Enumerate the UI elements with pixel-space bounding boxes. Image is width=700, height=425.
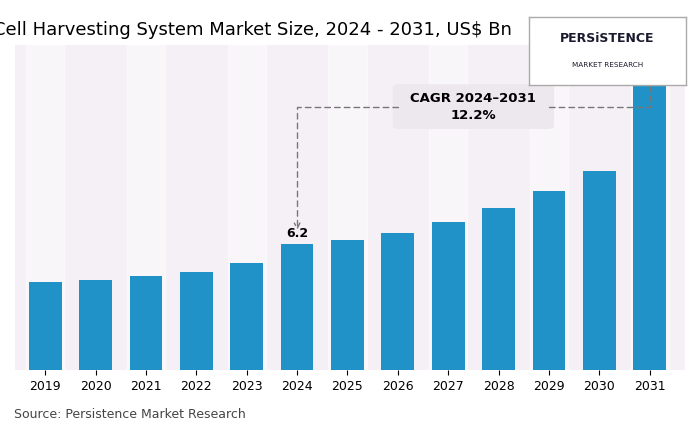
Bar xyxy=(26,45,64,370)
Bar xyxy=(228,45,266,370)
Text: 6.2: 6.2 xyxy=(286,227,308,240)
FancyBboxPatch shape xyxy=(393,84,554,129)
Text: Cell Harvesting System Market Size, 2024 - 2031, US$ Bn: Cell Harvesting System Market Size, 2024… xyxy=(0,21,512,39)
Bar xyxy=(530,45,568,370)
Bar xyxy=(533,191,566,370)
Text: 12.2%: 12.2% xyxy=(451,109,496,122)
Bar xyxy=(634,79,666,370)
Bar xyxy=(328,45,367,370)
Bar xyxy=(631,45,669,370)
Bar xyxy=(583,171,616,370)
Text: Source: Persistence Market Research: Source: Persistence Market Research xyxy=(14,408,246,421)
Bar xyxy=(382,233,414,370)
Text: 14.3: 14.3 xyxy=(634,62,665,75)
Text: MARKET RESEARCH: MARKET RESEARCH xyxy=(572,62,643,68)
Text: PERSiSTENCE: PERSiSTENCE xyxy=(560,32,654,45)
Bar xyxy=(482,207,515,370)
Bar xyxy=(79,280,112,370)
Bar xyxy=(230,264,263,370)
Bar xyxy=(281,244,314,370)
Text: CAGR 2024–2031: CAGR 2024–2031 xyxy=(410,91,536,105)
Bar xyxy=(180,272,213,370)
Bar xyxy=(127,45,165,370)
Bar xyxy=(130,276,162,370)
Bar xyxy=(432,222,465,370)
Bar xyxy=(429,45,468,370)
Bar xyxy=(331,240,364,370)
Bar xyxy=(29,282,62,370)
